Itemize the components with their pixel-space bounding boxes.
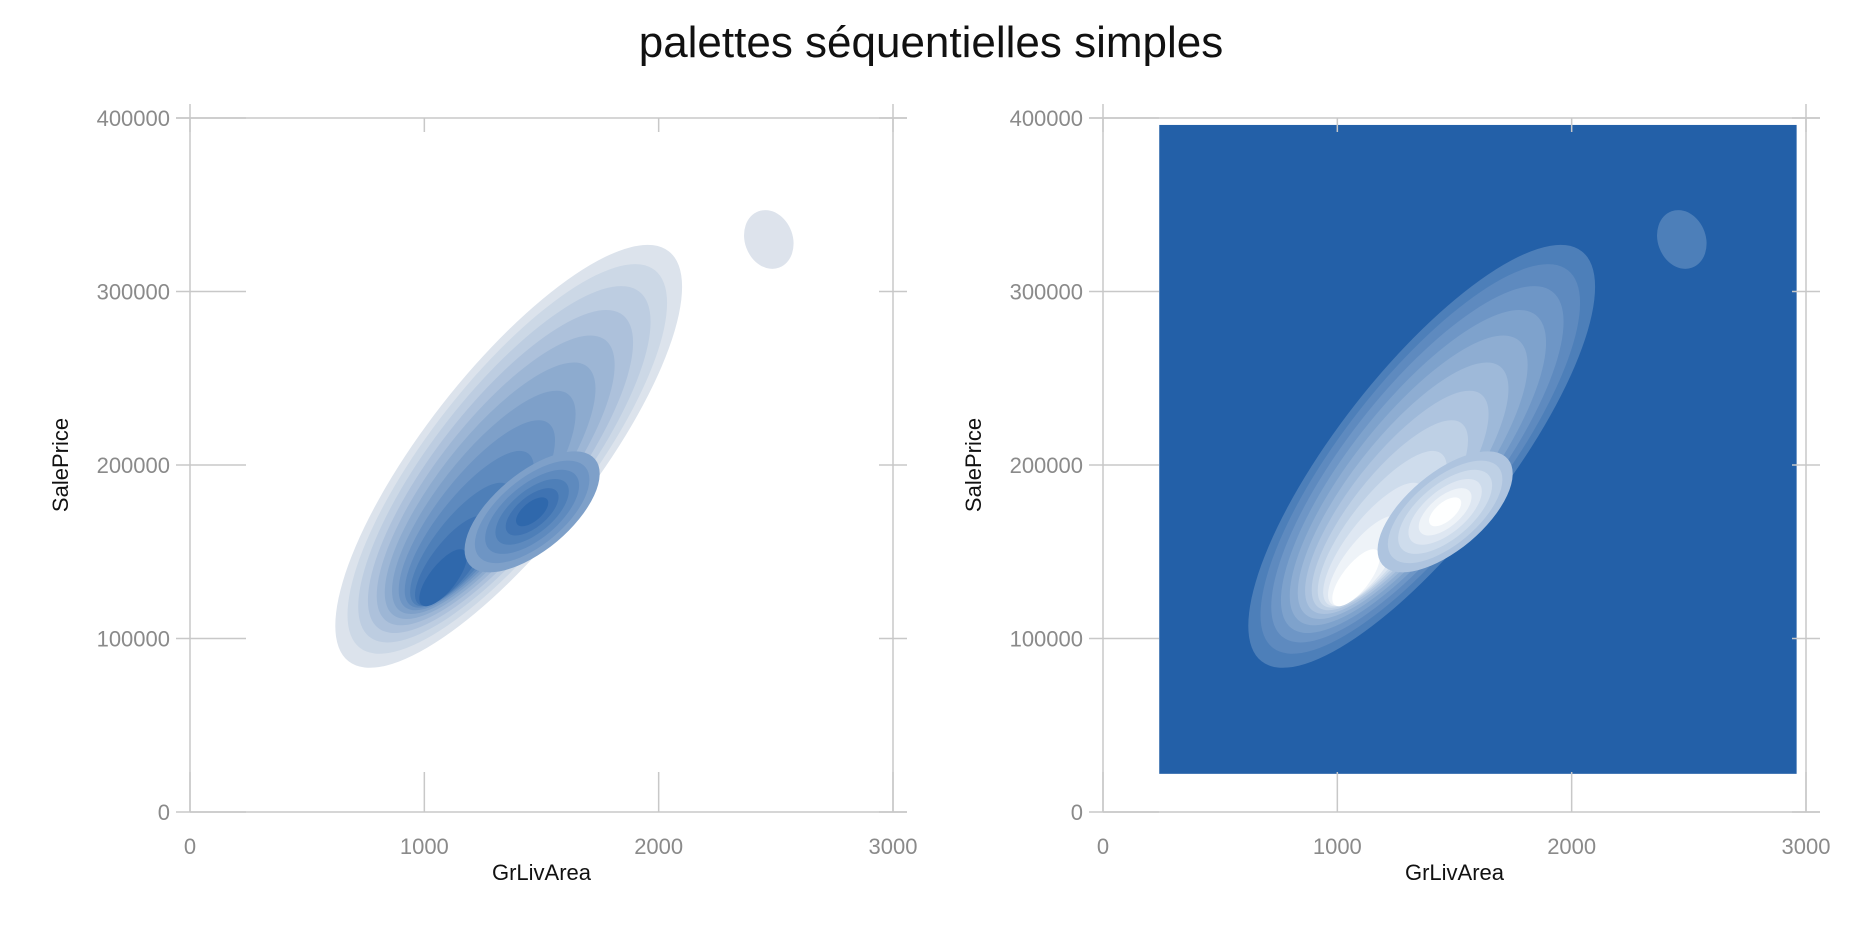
x-axis-label: GrLivArea [492, 860, 592, 885]
x-tick-label: 0 [184, 834, 196, 859]
y-tick-label: 100000 [97, 627, 170, 652]
contour-band [744, 210, 794, 269]
y-tick-label: 400000 [97, 106, 170, 131]
y-tick-label: 0 [1071, 800, 1083, 825]
x-tick-label: 2000 [634, 834, 683, 859]
contour-band [419, 549, 467, 607]
x-tick-label: 1000 [1313, 834, 1362, 859]
contour-band [1657, 210, 1707, 269]
contour-band [515, 497, 549, 527]
y-tick-label: 0 [158, 800, 170, 825]
density-layer [1159, 124, 1797, 774]
right-density-panel: 0 1000 2000 3000 0 100000 200000 300000 400000 Gr… [961, 104, 1830, 885]
y-tick-label: 200000 [1010, 453, 1083, 478]
y-tick-label: 400000 [1010, 106, 1083, 131]
x-tick-label: 3000 [869, 834, 918, 859]
y-tick-label: 200000 [97, 453, 170, 478]
density-layer [335, 210, 794, 668]
left-density-panel: 0 1000 2000 3000 0 100000 200000 300000 400000 Gr… [48, 104, 917, 885]
y-tick-label: 300000 [1010, 280, 1083, 305]
x-tick-label: 1000 [400, 834, 449, 859]
x-tick-label: 3000 [1782, 834, 1831, 859]
x-axis-label: GrLivArea [1405, 860, 1505, 885]
x-tick-label: 0 [1097, 834, 1109, 859]
y-axis-label: SalePrice [48, 418, 73, 512]
chart-title: palettes séquentielles simples [638, 18, 1224, 67]
y-tick-label: 300000 [97, 280, 170, 305]
x-tick-label: 2000 [1547, 834, 1596, 859]
contour-band [1428, 497, 1462, 527]
y-axis-label: SalePrice [961, 418, 986, 512]
y-tick-label: 100000 [1010, 627, 1083, 652]
contour-band [1332, 549, 1380, 607]
